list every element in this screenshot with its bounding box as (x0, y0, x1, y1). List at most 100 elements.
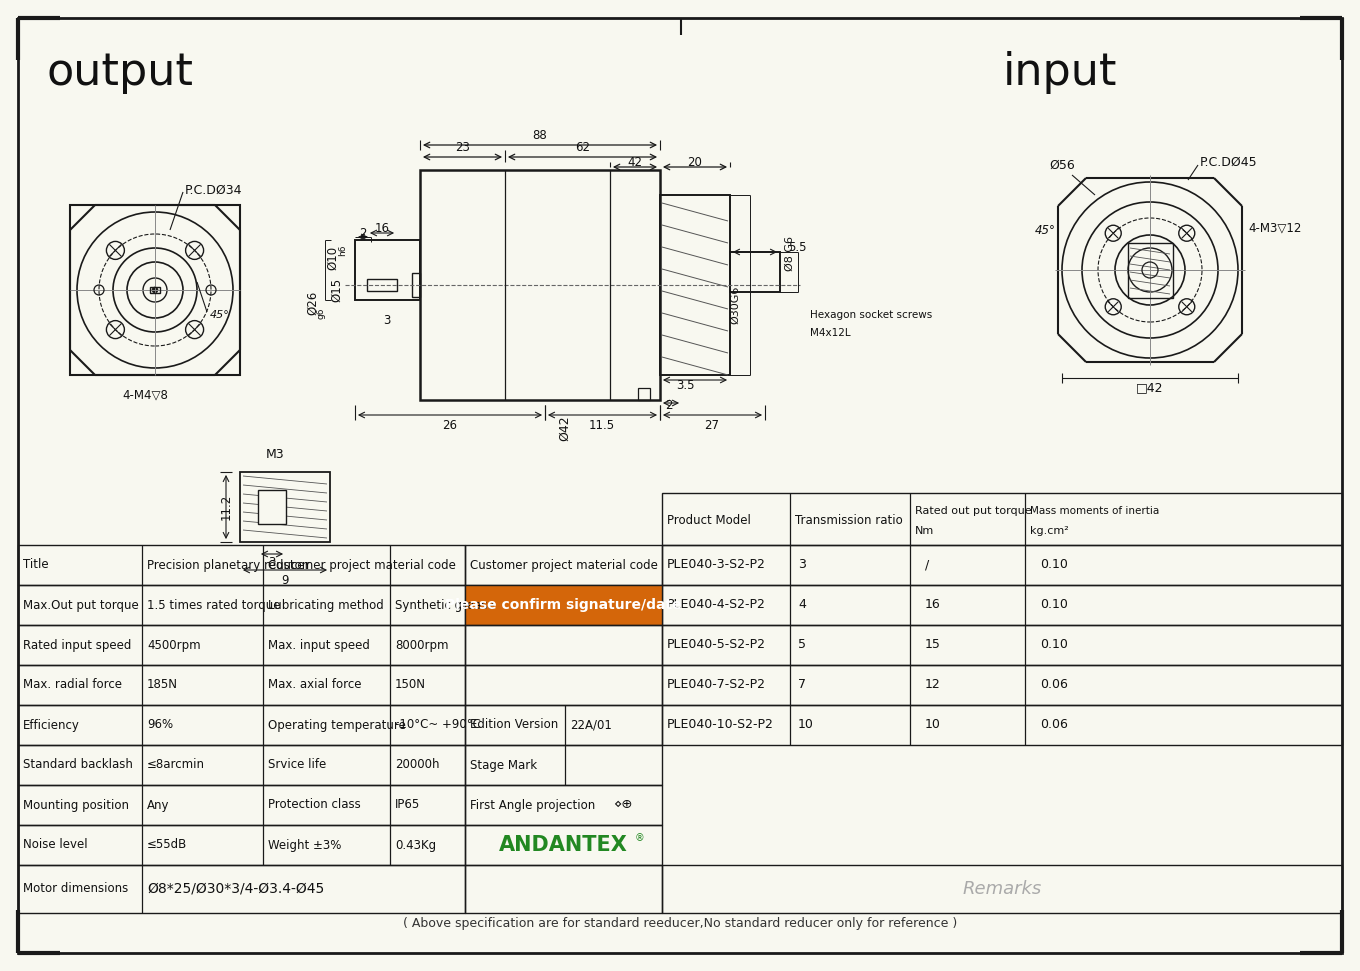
Text: 10: 10 (798, 719, 813, 731)
Text: Ø15: Ø15 (330, 278, 344, 302)
Bar (638, 388, 650, 400)
Bar (465, 705, 662, 745)
Text: ≤55dB: ≤55dB (147, 839, 188, 852)
Bar (662, 625, 1342, 665)
Bar (465, 785, 662, 825)
Text: Operating temperature: Operating temperature (268, 719, 405, 731)
Text: M4x12L: M4x12L (811, 328, 850, 338)
Text: Nm: Nm (915, 526, 934, 536)
Text: 4500rpm: 4500rpm (147, 639, 201, 652)
Bar (465, 625, 662, 665)
Bar (18, 785, 465, 825)
Circle shape (152, 287, 158, 293)
Text: 11.2: 11.2 (219, 494, 233, 520)
Bar (465, 585, 662, 625)
Text: Please confirm signature/date: Please confirm signature/date (445, 598, 681, 612)
Text: 11.5: 11.5 (589, 419, 615, 431)
Bar (662, 585, 1342, 625)
Text: □42: □42 (1136, 382, 1164, 394)
Text: 45°: 45° (209, 310, 230, 320)
Text: 0.06: 0.06 (1040, 719, 1068, 731)
Text: 45°: 45° (1035, 223, 1055, 237)
Text: 8000rpm: 8000rpm (394, 639, 449, 652)
Text: Mounting position: Mounting position (23, 798, 129, 812)
Text: 15: 15 (925, 639, 941, 652)
Text: Edition Version: Edition Version (471, 719, 558, 731)
Bar (662, 705, 1342, 745)
Text: g6: g6 (317, 307, 325, 318)
Text: Weight ±3%: Weight ±3% (268, 839, 341, 852)
Text: Hexagon socket screws: Hexagon socket screws (811, 310, 932, 320)
Bar (18, 865, 465, 913)
Bar (465, 745, 662, 785)
Text: Rated input speed: Rated input speed (23, 639, 132, 652)
Text: PLE040-4-S2-P2: PLE040-4-S2-P2 (666, 598, 766, 612)
Bar (662, 493, 1342, 545)
Text: 0.10: 0.10 (1040, 598, 1068, 612)
Text: 20000h: 20000h (394, 758, 439, 772)
Text: ( Above specification are for standard reeducer,No standard reducer only for ref: ( Above specification are for standard r… (403, 917, 957, 929)
Text: PLE040-5-S2-P2: PLE040-5-S2-P2 (666, 639, 766, 652)
Text: output: output (46, 50, 193, 93)
Text: Ø56: Ø56 (1049, 158, 1074, 172)
Text: Title: Title (23, 558, 49, 572)
Bar (367, 279, 397, 291)
Text: 23: 23 (456, 141, 471, 153)
Text: 7: 7 (798, 679, 806, 691)
Text: 27: 27 (704, 419, 719, 431)
Text: Max. input speed: Max. input speed (268, 639, 370, 652)
Text: Product Model: Product Model (666, 514, 751, 526)
Text: ≤8arcmin: ≤8arcmin (147, 758, 205, 772)
Text: 0.43Kg: 0.43Kg (394, 839, 437, 852)
Text: Mass moments of inertia: Mass moments of inertia (1030, 506, 1159, 516)
Bar (465, 825, 662, 865)
Text: 0.06: 0.06 (1040, 679, 1068, 691)
Text: 62: 62 (575, 141, 590, 153)
Text: 4: 4 (798, 598, 806, 612)
Text: Lubricating method: Lubricating method (268, 598, 384, 612)
Text: Ø8*25/Ø30*3/4-Ø3.4-Ø45: Ø8*25/Ø30*3/4-Ø3.4-Ø45 (147, 882, 324, 896)
Text: Max. axial force: Max. axial force (268, 679, 362, 691)
Text: 3: 3 (268, 555, 276, 568)
Text: ⋄⊕: ⋄⊕ (613, 798, 632, 812)
Text: h6: h6 (339, 245, 348, 255)
Text: 12: 12 (925, 679, 941, 691)
Text: Rated out put torque: Rated out put torque (915, 506, 1032, 516)
Text: Max.Out put torque: Max.Out put torque (23, 598, 139, 612)
Text: Precision planetary reducer: Precision planetary reducer (147, 558, 310, 572)
Text: 2: 2 (665, 398, 672, 412)
Bar (18, 585, 465, 625)
Text: 0.10: 0.10 (1040, 558, 1068, 572)
Text: PLE040-7-S2-P2: PLE040-7-S2-P2 (666, 679, 766, 691)
Text: Ø30G6: Ø30G6 (730, 285, 740, 324)
Text: Ø8 G6: Ø8 G6 (785, 236, 796, 271)
Bar (69, 205, 239, 375)
Bar (18, 745, 465, 785)
Bar (662, 545, 1342, 585)
Text: kg.cm²: kg.cm² (1030, 526, 1069, 536)
Bar (420, 170, 660, 400)
Text: 16: 16 (925, 598, 941, 612)
Text: 4-M4▽8: 4-M4▽8 (122, 388, 167, 401)
Text: IP65: IP65 (394, 798, 420, 812)
Text: ANDANTEX: ANDANTEX (499, 835, 627, 855)
Text: Transmission ratio: Transmission ratio (796, 514, 903, 526)
Bar (355, 240, 420, 300)
Text: 150N: 150N (394, 679, 426, 691)
Text: 42: 42 (627, 155, 642, 169)
Text: Srvice life: Srvice life (268, 758, 326, 772)
Bar (18, 665, 465, 705)
Bar (18, 625, 465, 665)
Text: 5: 5 (798, 639, 806, 652)
Text: 3: 3 (384, 314, 390, 326)
Text: 185N: 185N (147, 679, 178, 691)
Bar (150, 287, 160, 293)
Text: Ø10: Ø10 (326, 246, 340, 270)
Bar (239, 472, 330, 542)
Text: Customer project material code: Customer project material code (268, 558, 456, 572)
Bar (18, 825, 465, 865)
Text: Noise level: Noise level (23, 839, 87, 852)
Text: PLE040-3-S2-P2: PLE040-3-S2-P2 (666, 558, 766, 572)
Text: Motor dimensions: Motor dimensions (23, 883, 128, 895)
Bar (258, 490, 286, 524)
